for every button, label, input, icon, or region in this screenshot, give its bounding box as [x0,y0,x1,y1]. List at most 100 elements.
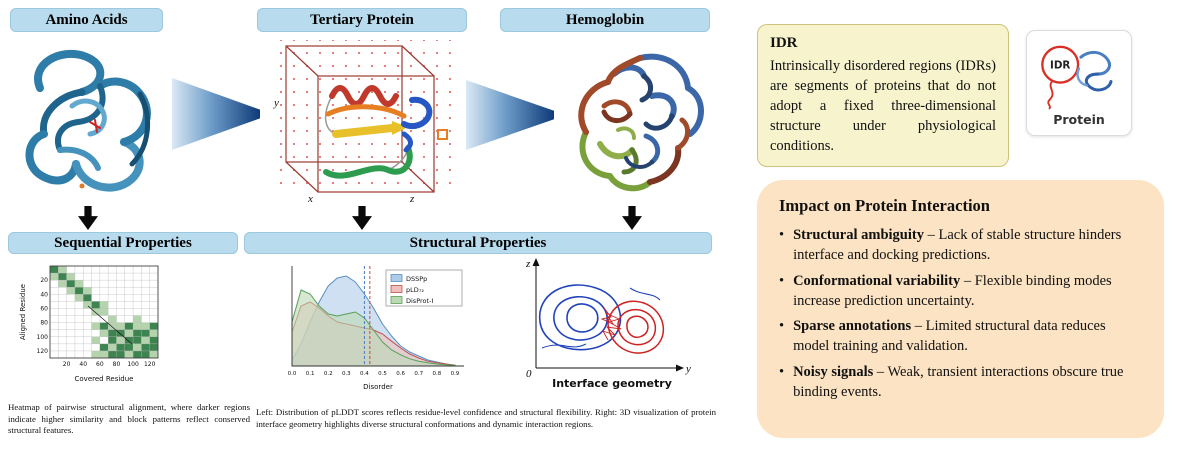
alignment-heatmap-chart: 20 40 60 80 100 120 20 40 60 80 100 120 Covered Re… [19,265,159,383]
svg-text:0.2: 0.2 [324,371,333,377]
zoom-beam-icon [172,78,260,150]
stage-label-hemoglobin: Hemoglobin [500,8,710,32]
density-xlabel: Disorder [363,383,393,391]
bullet-icon: • [779,318,785,335]
zoom-region-marker [437,129,448,140]
property-label-sequential-text: Sequential Properties [54,234,192,251]
list-item: • Conformational variability – Flexible … [779,271,1144,312]
svg-text:20: 20 [40,277,48,284]
heatmap-yticks: 20 40 60 80 100 120 [37,277,49,355]
svg-text:60: 60 [40,305,48,312]
impact-card: Impact on Protein Interaction • Structur… [757,180,1164,438]
heatmap-xticks: 20 40 60 80 100 120 [63,361,156,368]
idr-squiggle-icon [1047,79,1054,110]
bullet-rest: – Limited structural data reduces model … [793,318,1106,355]
svg-text:0.7: 0.7 [414,371,423,377]
cube-axis-x-label: x [307,193,313,204]
down-arrow-icon [352,206,372,230]
disorder-density-chart: 0.0 0.1 0.2 0.3 0.4 0.5 0.6 0.7 0.8 0.9 Disorder … [288,266,464,391]
idr-protein-icon: IDR [1041,45,1113,110]
property-label-structural-text: Structural Properties [409,234,547,251]
svg-text:0.5: 0.5 [378,371,387,377]
svg-text:120: 120 [144,361,156,368]
idr-card-title: IDR [770,35,798,51]
bullet-lead: Sparse annotations [793,318,912,335]
svg-text:100: 100 [37,334,49,341]
bullet-lead: Noisy signals [793,363,874,380]
geometry-y-label: y [685,363,691,375]
density-curves [291,266,456,367]
stage-label-amino-acids-text: Amino Acids [45,11,128,28]
geometry-title: Interface geometry [552,377,672,390]
svg-text:0.0: 0.0 [288,371,297,377]
svg-text:0.9: 0.9 [451,371,460,377]
bullet-icon: • [779,363,785,380]
cube-wireframe-icon [285,45,435,193]
scatter-dots-background [276,40,452,190]
heatmap-cells [50,266,158,358]
heatmap-xlabel: Covered Residue [75,375,134,383]
svg-text:100: 100 [127,361,139,368]
cube-axis-y-label: y [273,97,279,109]
red-contours [600,300,664,354]
bullet-icon: • [779,227,785,243]
cube-axis-z-label: z [409,193,415,204]
heatmap-caption: Heatmap of pairwise structural alignment… [8,402,250,436]
zoom-beam-icon [466,80,554,150]
legend-pld72: pLD₇₂ [406,286,424,294]
idr-definition-card: IDR Intrinsically disordered regions (ID… [757,24,1009,167]
heatmap-ylabel: Aligned Residue [19,284,27,340]
legend-dsspp: DSSPp [406,275,427,283]
bullet-lead: Structural ambiguity [793,227,924,243]
svg-text:60: 60 [96,361,104,368]
svg-text:40: 40 [79,361,87,368]
legend-disprot: DisProt-I [406,297,433,305]
svg-text:20: 20 [63,361,71,368]
idr-circle-label: IDR [1050,59,1070,71]
density-xticks: 0.0 0.1 0.2 0.3 0.4 0.5 0.6 0.7 0.8 0.9 [288,371,460,377]
hemoglobin-illustration [578,53,704,192]
hemoglobin-ribbon-icon [578,53,704,192]
rainbow-ribbon-icon [323,85,433,179]
blue-ribbon-icon [25,49,151,192]
geometry-z-label: z [525,258,531,270]
bullet-rest: – Flexible binding modes increase predic… [793,272,1112,309]
plots-caption: Left: Distribution of pLDDT scores refle… [256,407,716,429]
idr-card-body: Intrinsically disordered regions (IDRs) … [770,58,996,154]
amino-acids-protein-illustration [25,49,151,192]
svg-text:80: 80 [113,361,121,368]
down-arrow-icon [78,206,98,230]
stage-label-tertiary-protein-text: Tertiary Protein [310,11,414,28]
down-arrow-icon [622,206,642,230]
svg-text:40: 40 [40,291,48,298]
heatmap-diagonal-line [87,305,133,345]
tertiary-protein-cube-illustration: y x z [273,40,452,204]
property-label-sequential: Sequential Properties [8,232,238,254]
protein-icon-caption: Protein [1053,111,1105,127]
impact-bullet-list: • Structural ambiguity – Lack of stable … [779,225,1144,402]
bullet-lead: Conformational variability [793,272,961,289]
impact-card-title: Impact on Protein Interaction [779,196,990,215]
stage-label-tertiary-protein: Tertiary Protein [257,8,467,32]
svg-text:0.3: 0.3 [342,371,351,377]
interface-geometry-plot: z y 0 Interface geometry [525,258,691,390]
bullet-rest: – Lack of stable structure hinders inter… [793,227,1122,264]
geometry-axes [532,258,684,372]
svg-text:80: 80 [40,320,48,327]
stage-label-amino-acids: Amino Acids [10,8,163,32]
bullet-icon: • [779,272,785,289]
geometry-origin-label: 0 [526,368,532,380]
svg-text:0.4: 0.4 [360,371,369,377]
bullet-rest: – Weak, transient interactions obscure t… [793,363,1124,401]
svg-text:120: 120 [37,348,49,355]
list-item: • Sparse annotations – Limited structura… [779,316,1144,357]
stage-label-hemoglobin-text: Hemoglobin [565,11,645,28]
protein-icon-card: IDR Protein [1026,30,1132,136]
list-item: • Structural ambiguity – Lack of stable … [779,225,1144,266]
folded-protein-icon [1076,50,1113,91]
blue-contours [538,284,661,351]
svg-text:0.6: 0.6 [396,371,405,377]
svg-text:0.8: 0.8 [432,371,441,377]
list-item: • Noisy signals – Weak, transient intera… [779,362,1144,403]
